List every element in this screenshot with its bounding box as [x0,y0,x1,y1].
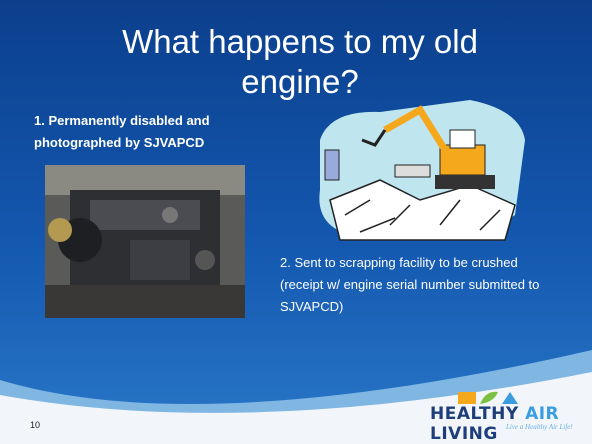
logo-icon [458,391,518,404]
point-text: 1. Permanently disabled and photographed… [34,113,210,150]
point-text: 2. Sent to scrapping facility to be crus… [280,255,540,314]
engine-photo [45,165,245,318]
logo-tagline: Live a Healthy Air Life! [506,423,573,431]
logo: HEALTHY AIR LIVING [430,404,592,444]
wave-front [0,372,592,444]
logo-word: HEALTHY [430,404,519,424]
scrapyard-clipart [319,100,525,241]
logo-word: LIVING [430,424,498,444]
page-number: 10 [30,420,41,430]
logo-word: AIR [525,404,560,424]
slide-title: What happens to my old engine? [122,23,478,100]
